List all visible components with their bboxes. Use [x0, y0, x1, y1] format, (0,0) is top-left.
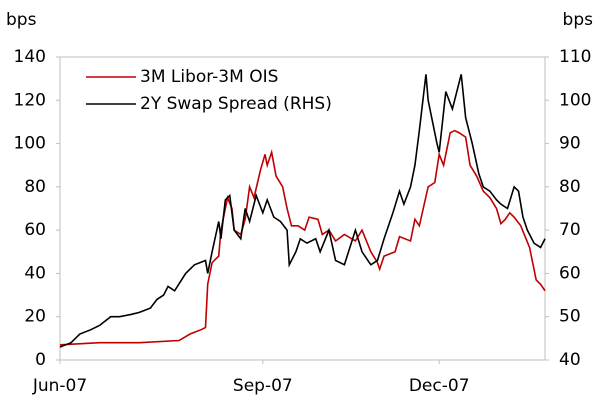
x-tick-label: Jun-07	[32, 376, 87, 396]
y2-tick-label: 100	[559, 90, 591, 110]
y-tick-label: 20	[24, 307, 46, 327]
y-tick-label: 40	[24, 263, 46, 283]
y-tick-label: 140	[14, 47, 46, 67]
y-tick-label: 120	[14, 90, 46, 110]
y2-tick-label: 70	[559, 220, 581, 240]
y-tick-label: 0	[35, 350, 46, 370]
y2-tick-label: 90	[559, 134, 581, 154]
y2-tick-label: 80	[559, 177, 581, 197]
plot-frame	[59, 56, 546, 361]
y2-tick-label: 60	[559, 263, 581, 283]
y2-tick-label: 40	[559, 350, 581, 370]
y2-tick-label: 50	[559, 307, 581, 327]
y-axis-label: bps	[6, 10, 37, 30]
x-tick-label: Dec-07	[409, 376, 470, 396]
legend-label: 3M Libor-3M OIS	[140, 67, 278, 87]
y2-axis-label: bps	[563, 10, 594, 30]
series-line	[59, 129, 546, 346]
y2-tick-label: 110	[559, 47, 591, 67]
series-line	[59, 74, 546, 348]
legend-label: 2Y Swap Spread (RHS)	[140, 94, 332, 114]
x-tick-label: Sep-07	[233, 376, 293, 396]
y-tick-label: 60	[24, 220, 46, 240]
y-tick-label: 100	[14, 134, 46, 154]
y-tick-label: 80	[24, 177, 46, 197]
